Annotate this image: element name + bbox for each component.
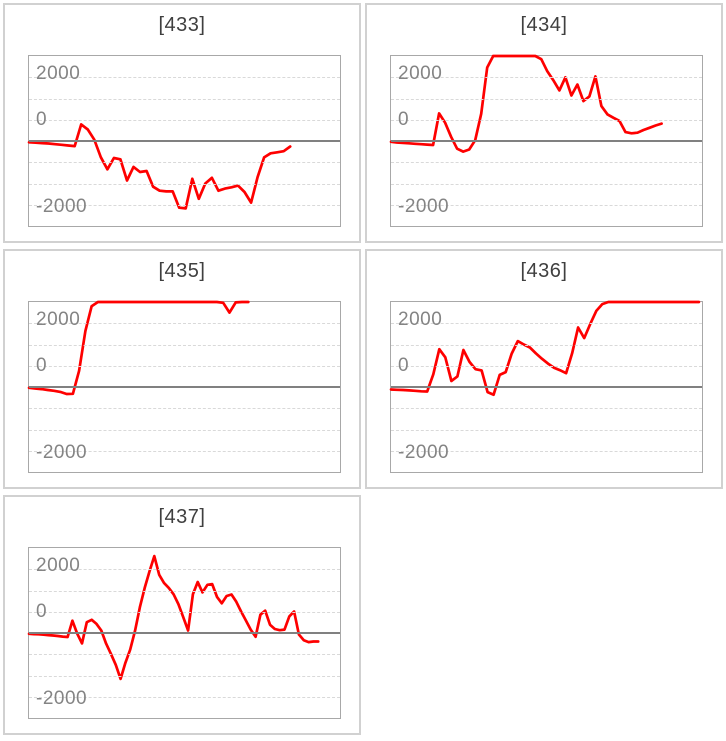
plot-area: 2000 0 -2000	[389, 54, 703, 227]
gridline	[29, 365, 340, 367]
y-axis-label-max: 2000	[398, 63, 443, 85]
chart-title: [436]	[520, 260, 568, 282]
y-axis-label-zero: 0	[398, 355, 410, 377]
gridline	[391, 162, 702, 164]
series-polyline	[389, 300, 701, 397]
chart-grid: [433] 2000 0 -2000 [434] 2000 0 -2000 [435] …	[3, 3, 723, 735]
gridline	[29, 429, 340, 431]
plot-area: 2000 0 -2000	[27, 547, 341, 719]
y-axis-label-zero: 0	[36, 601, 48, 623]
series-polyline	[27, 300, 250, 396]
chart-title: [434]	[520, 14, 568, 36]
zero-axis-line	[29, 632, 340, 634]
empty-grid-cell	[365, 495, 723, 735]
zero-axis-line	[29, 386, 340, 388]
gridline	[29, 569, 340, 571]
gridline	[29, 450, 340, 452]
zero-axis-line	[391, 140, 702, 142]
gridline	[29, 408, 340, 410]
gridline	[29, 696, 340, 698]
line-series	[389, 54, 663, 153]
gridline	[29, 162, 340, 164]
gridline	[391, 408, 702, 410]
y-axis-label-max: 2000	[36, 63, 81, 85]
zero-axis-line	[29, 140, 340, 142]
series-polyline	[389, 54, 663, 153]
y-axis-label-zero: 0	[36, 109, 48, 131]
gridline	[29, 675, 340, 677]
gridline	[29, 654, 340, 656]
y-axis-label-zero: 0	[398, 109, 410, 131]
gridline	[29, 183, 340, 185]
chart-panel-433: [433] 2000 0 -2000	[3, 3, 361, 243]
plot-area: 2000 0 -2000	[27, 55, 341, 227]
gridline	[391, 429, 702, 431]
y-axis-label-min: -2000	[36, 442, 88, 464]
gridline	[29, 98, 340, 100]
chart-title: [433]	[158, 14, 206, 36]
y-axis-label-min: -2000	[398, 442, 450, 464]
zero-axis-line	[391, 386, 702, 388]
gridline	[391, 77, 702, 79]
line-series	[27, 123, 292, 210]
y-axis-label-max: 2000	[36, 309, 81, 331]
gridline	[29, 77, 340, 79]
gridline	[391, 119, 702, 121]
gridline	[29, 323, 340, 325]
line-series	[27, 300, 250, 396]
gridline	[391, 98, 702, 100]
gridline	[29, 590, 340, 592]
y-axis-label-min: -2000	[398, 196, 450, 218]
chart-title: [435]	[158, 260, 206, 282]
plot-area: 2000 0 -2000	[389, 300, 703, 473]
chart-title: [437]	[158, 506, 206, 528]
series-polyline	[27, 123, 292, 210]
chart-panel-436: [436] 2000 0 -2000	[365, 249, 723, 489]
gridline	[391, 344, 702, 346]
y-axis-label-max: 2000	[398, 309, 443, 331]
gridline	[29, 611, 340, 613]
gridline	[391, 323, 702, 325]
gridline	[29, 204, 340, 206]
gridline	[391, 183, 702, 185]
y-axis-label-min: -2000	[36, 688, 88, 710]
gridline	[391, 450, 702, 452]
chart-panel-437: [437] 2000 0 -2000	[3, 495, 361, 735]
y-axis-label-max: 2000	[36, 555, 81, 577]
line-series	[389, 300, 701, 397]
y-axis-label-zero: 0	[36, 355, 48, 377]
gridline	[29, 119, 340, 121]
chart-panel-434: [434] 2000 0 -2000	[365, 3, 723, 243]
y-axis-label-min: -2000	[36, 196, 88, 218]
plot-area: 2000 0 -2000	[27, 300, 341, 473]
gridline	[29, 344, 340, 346]
gridline	[391, 204, 702, 206]
gridline	[391, 365, 702, 367]
chart-panel-435: [435] 2000 0 -2000	[3, 249, 361, 489]
